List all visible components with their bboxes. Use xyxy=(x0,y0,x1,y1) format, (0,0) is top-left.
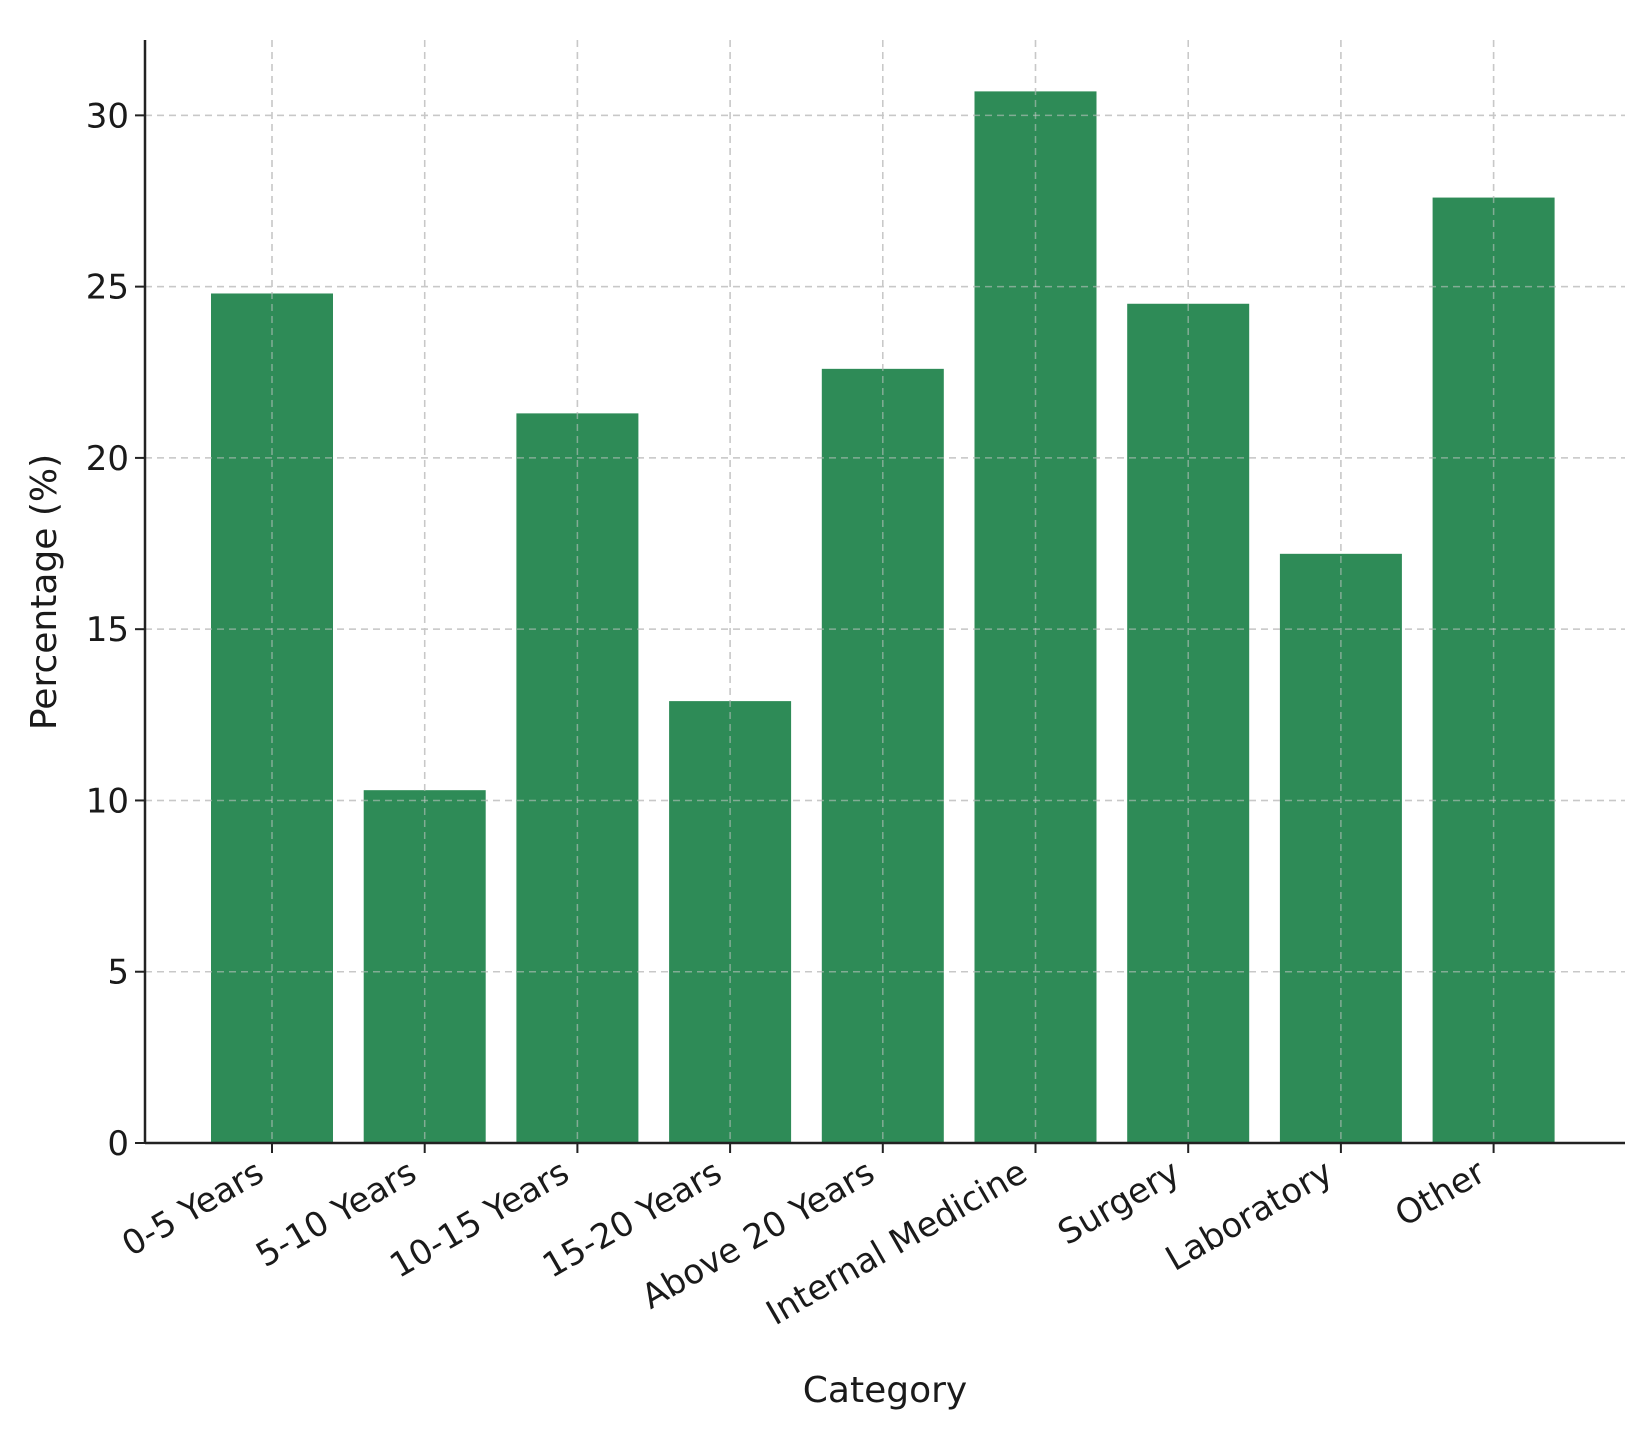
y-tick-label: 10 xyxy=(86,781,129,821)
y-axis-label: Percentage (%) xyxy=(24,454,65,730)
y-ticks: 0 5 10 15 20 25 30 xyxy=(86,96,145,1164)
y-tick-label: 20 xyxy=(86,439,129,479)
x-tick-label: Laboratory xyxy=(1159,1152,1339,1279)
axes xyxy=(143,40,1625,1145)
y-tick-label: 0 xyxy=(107,1124,129,1164)
y-tick-label: 15 xyxy=(86,610,129,650)
x-tick-label: 0-5 Years xyxy=(115,1152,270,1265)
x-axis-label: Category xyxy=(803,1370,967,1411)
x-tick-label: Surgery xyxy=(1051,1152,1186,1253)
y-tick-label: 30 xyxy=(86,96,129,136)
bars xyxy=(145,40,1625,1144)
y-tick-label: 5 xyxy=(107,953,129,993)
x-tick-label: Internal Medicine xyxy=(760,1152,1034,1334)
x-tick-label: Other xyxy=(1388,1152,1492,1235)
y-tick-label: 25 xyxy=(86,268,129,308)
